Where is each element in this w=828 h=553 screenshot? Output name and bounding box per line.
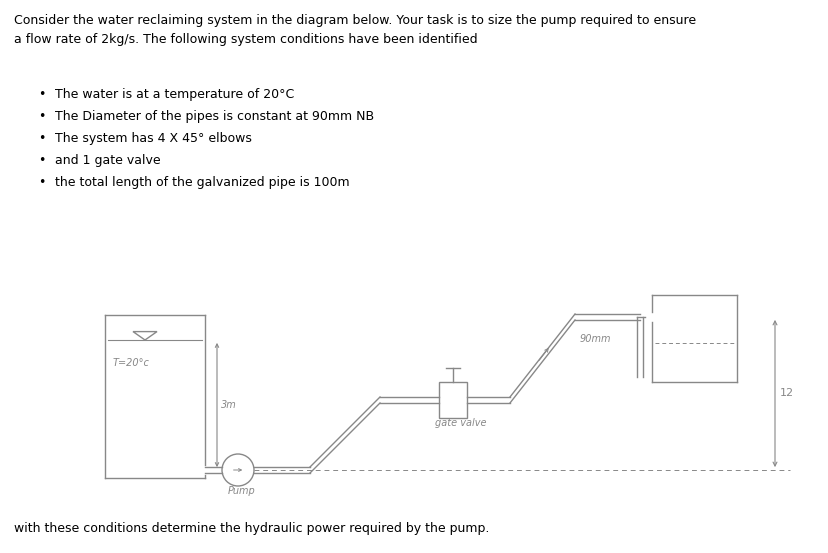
Text: •: • [38,132,46,145]
Text: the total length of the galvanized pipe is 100m: the total length of the galvanized pipe … [55,176,349,189]
Text: The system has 4 X 45° elbows: The system has 4 X 45° elbows [55,132,252,145]
Text: with these conditions determine the hydraulic power required by the pump.: with these conditions determine the hydr… [14,522,489,535]
Text: •: • [38,176,46,189]
Text: Pump: Pump [228,486,256,496]
Text: and 1 gate valve: and 1 gate valve [55,154,161,167]
Text: Consider the water reclaiming system in the diagram below. Your task is to size : Consider the water reclaiming system in … [14,14,696,46]
Text: The Diameter of the pipes is constant at 90mm NB: The Diameter of the pipes is constant at… [55,110,373,123]
Text: 90mm: 90mm [580,334,611,344]
Text: 12: 12 [779,389,793,399]
Bar [439,382,466,418]
Text: The water is at a temperature of 20°C: The water is at a temperature of 20°C [55,88,294,101]
Text: gate valve: gate valve [435,418,486,428]
Text: •: • [38,154,46,167]
Text: •: • [38,88,46,101]
Text: T=20°c: T=20°c [113,358,150,368]
Text: 3m: 3m [221,400,237,410]
Text: •: • [38,110,46,123]
